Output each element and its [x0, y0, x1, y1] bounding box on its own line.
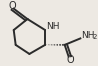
Text: O: O	[9, 1, 17, 11]
Polygon shape	[51, 44, 52, 45]
Text: O: O	[67, 55, 74, 65]
Text: NH: NH	[81, 31, 94, 40]
Polygon shape	[59, 44, 61, 46]
Polygon shape	[54, 44, 55, 46]
Text: NH: NH	[46, 22, 60, 31]
Text: 2: 2	[92, 34, 97, 40]
Polygon shape	[56, 44, 58, 46]
Polygon shape	[62, 44, 64, 46]
